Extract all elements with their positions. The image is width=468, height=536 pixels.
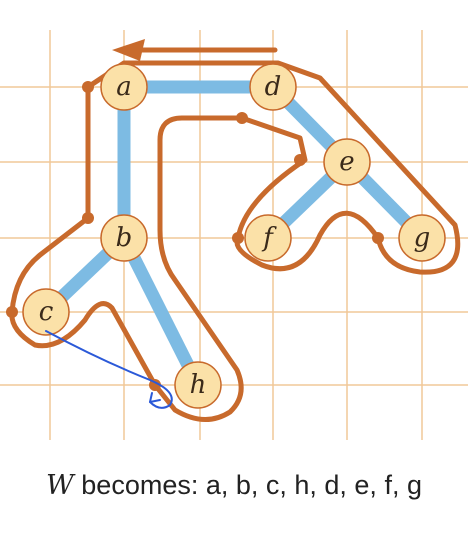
caption-variable: W [46,470,74,501]
node-label: e [339,147,354,177]
tour-dot [372,232,384,244]
node-h: h [174,361,222,409]
tour-dot [82,81,94,93]
node-label: g [414,223,431,253]
tour-dot [6,306,18,318]
shortcut-arrow [45,330,173,409]
tree-edge-b-h [118,235,204,388]
tour-dot [294,154,306,166]
node-circle [22,288,70,336]
node-circle [323,138,371,186]
node-b: b [100,214,148,262]
node-circle [249,63,297,111]
euler-tour-path [6,39,461,422]
tour-dot [149,379,161,391]
node-circle [398,214,446,262]
node-circle [100,214,148,262]
tree-nodes: a b c d e f g h [22,63,446,409]
node-label: a [116,72,132,102]
node-label: h [190,370,207,400]
caption-text: becomes: a, b, c, h, d, e, f, g [73,470,422,500]
node-f: f [244,214,292,262]
shortcut-arrowhead [149,392,161,403]
shortcut-curve [45,330,173,409]
tree-tour-diagram: a b c d e f g h [0,30,468,440]
node-a: a [100,63,148,111]
node-g: g [398,214,446,262]
node-label: b [116,223,133,253]
node-label: d [265,72,282,102]
tour-dot [232,232,244,244]
tour-dot [236,112,248,124]
caption: W becomes: a, b, c, h, d, e, f, g [0,470,468,520]
tour-dot [82,212,94,224]
arrowhead [112,39,145,61]
node-d: d [249,63,297,111]
node-circle [100,63,148,111]
node-e: e [323,138,371,186]
node-c: c [22,288,70,336]
node-circle [244,214,292,262]
node-label: c [39,297,54,327]
node-circle [174,361,222,409]
